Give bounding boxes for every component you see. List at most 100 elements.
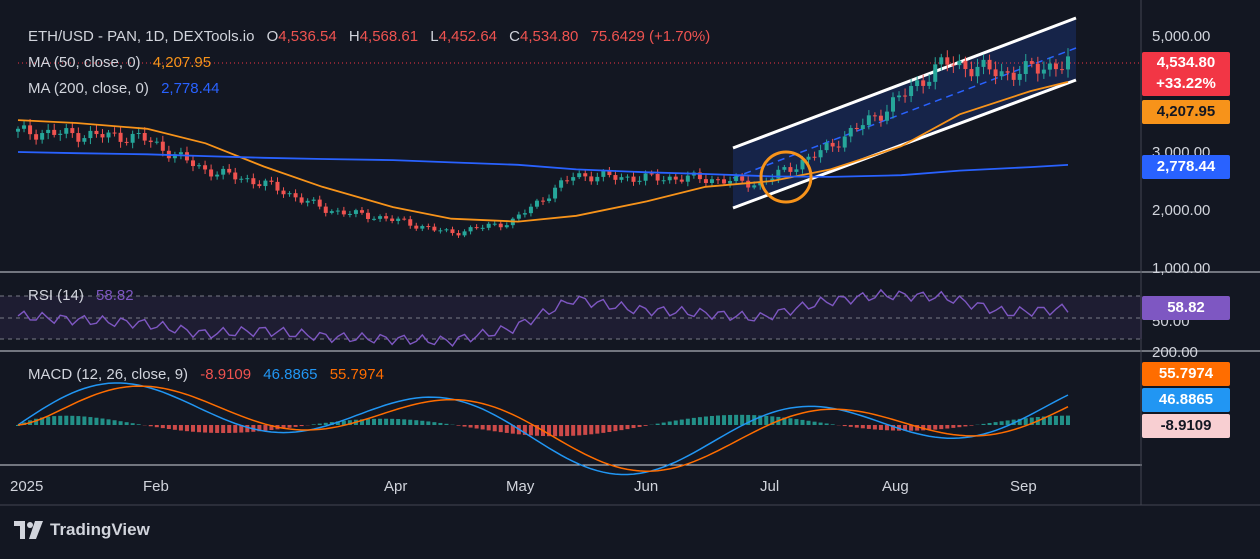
macd-histogram-bar bbox=[782, 417, 787, 425]
candle-body bbox=[450, 229, 455, 234]
macd-histogram-bar bbox=[685, 418, 690, 425]
candle-body bbox=[34, 134, 39, 140]
candle-body bbox=[52, 129, 57, 135]
open-value: 4,536.54 bbox=[278, 28, 337, 45]
candle-body bbox=[1066, 56, 1070, 70]
macd-histogram-bar bbox=[987, 423, 992, 425]
candle-body bbox=[909, 86, 914, 97]
macd-histogram-bar bbox=[1029, 417, 1034, 425]
macd-histogram-bar bbox=[703, 416, 708, 425]
legend-ohlc: ETH/USD - PAN, 1D, DEXTools.io O4,536.54… bbox=[28, 28, 710, 45]
high-label: H bbox=[348, 28, 360, 45]
candle-body bbox=[305, 200, 310, 203]
rsi-value: 58.82 bbox=[96, 287, 134, 304]
candle-body bbox=[233, 172, 238, 180]
macd-histogram-bar bbox=[34, 418, 39, 425]
macd-histogram-bar bbox=[438, 422, 443, 425]
macd-histogram-bar bbox=[577, 425, 582, 436]
candle-body bbox=[830, 142, 835, 147]
candle-body bbox=[239, 178, 244, 180]
macd-histogram-bar bbox=[257, 425, 262, 432]
macd-histogram-bar bbox=[245, 425, 250, 433]
candle-body bbox=[456, 233, 461, 236]
candle-body bbox=[215, 174, 220, 177]
candle-body bbox=[40, 133, 45, 140]
macd-histogram-bar bbox=[764, 415, 769, 425]
macd-histogram-bar bbox=[112, 420, 117, 425]
candle-body bbox=[589, 176, 594, 182]
macd-histogram-bar bbox=[88, 417, 93, 425]
macd-histogram-bar bbox=[631, 425, 636, 429]
x-tick-apr: Apr bbox=[384, 478, 408, 495]
last-change: +33.22% bbox=[1156, 75, 1216, 92]
macd-histogram-bar bbox=[444, 423, 449, 425]
candle-body bbox=[408, 219, 413, 226]
candle-body bbox=[758, 181, 763, 186]
candle-body bbox=[257, 184, 262, 187]
candle-body bbox=[649, 173, 654, 175]
crossover-highlight bbox=[759, 150, 813, 204]
macd-histogram-bar bbox=[1066, 415, 1070, 425]
macd-histogram-bar bbox=[239, 425, 244, 433]
candle-body bbox=[1047, 63, 1052, 70]
candle-body bbox=[884, 111, 889, 121]
y-tick-2000: 2,000.00 bbox=[1152, 202, 1211, 219]
candle-body bbox=[655, 173, 660, 181]
macd-histogram-bar bbox=[691, 417, 696, 425]
candle-body bbox=[583, 173, 588, 177]
macd-histogram-bar bbox=[227, 425, 232, 433]
candle-body bbox=[836, 146, 841, 148]
candle-body bbox=[679, 179, 684, 182]
candle-body bbox=[154, 141, 159, 143]
tradingview-icon bbox=[14, 521, 43, 539]
macd-histogram-bar bbox=[468, 425, 473, 428]
candle-body bbox=[740, 176, 745, 181]
macd-histogram-bar bbox=[136, 424, 141, 425]
macd-histogram-bar bbox=[818, 422, 823, 425]
candle-body bbox=[130, 133, 135, 143]
macd-histogram-bar bbox=[197, 425, 202, 433]
candle-body bbox=[160, 141, 165, 151]
macd-histogram-bar bbox=[510, 425, 515, 434]
macd-histogram-bar bbox=[323, 422, 328, 425]
macd-histogram-bar bbox=[492, 425, 497, 432]
candle-body bbox=[269, 180, 274, 182]
candle-body bbox=[709, 179, 714, 184]
candle-body bbox=[221, 168, 226, 175]
candle-body bbox=[70, 128, 75, 134]
macd-histogram-bar bbox=[408, 419, 413, 425]
macd-histogram-bar bbox=[583, 425, 588, 435]
candle-body bbox=[553, 187, 558, 199]
macd-histogram-bar bbox=[806, 420, 811, 425]
tradingview-logo[interactable]: TradingView bbox=[14, 520, 150, 540]
macd-histogram-bar bbox=[589, 425, 594, 435]
macd-signal-tag: 55.7974 bbox=[1142, 362, 1230, 386]
macd-histogram-bar bbox=[740, 414, 745, 425]
candle-body bbox=[341, 210, 346, 215]
macd-histogram-bar bbox=[40, 417, 45, 425]
candle-body bbox=[420, 226, 425, 229]
rsi-label: RSI (14) bbox=[28, 287, 84, 304]
candle-body bbox=[661, 180, 666, 182]
candle-body bbox=[197, 165, 202, 167]
candle-body bbox=[178, 152, 183, 155]
candle-body bbox=[281, 190, 286, 195]
candle-body bbox=[746, 180, 751, 188]
candle-body bbox=[492, 223, 497, 225]
macd-histogram-bar bbox=[82, 416, 87, 425]
high-value: 4,568.61 bbox=[359, 28, 419, 45]
macd-histogram-bar bbox=[673, 420, 678, 425]
candle-body bbox=[100, 134, 105, 138]
candle-body bbox=[359, 210, 364, 213]
candle-body bbox=[848, 127, 853, 137]
candle-body bbox=[480, 227, 485, 229]
candle-body bbox=[384, 216, 389, 219]
macd-histogram-bar bbox=[571, 425, 576, 436]
macd-histogram-bar bbox=[347, 420, 352, 425]
candle-body bbox=[951, 64, 956, 66]
rsi-tag: 58.82 bbox=[1142, 296, 1230, 320]
candle-body bbox=[866, 115, 871, 126]
macd-histogram-bar bbox=[215, 425, 220, 433]
candle-body bbox=[818, 150, 823, 158]
